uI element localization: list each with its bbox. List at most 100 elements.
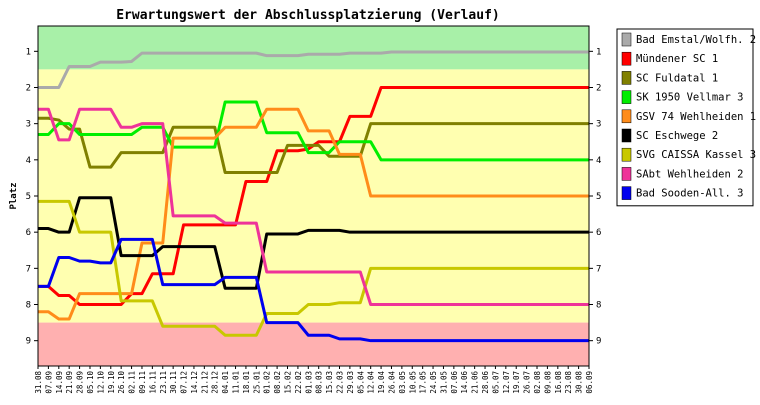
x-tick-label: 18.01 bbox=[242, 371, 251, 394]
y-tick-label-left: 8 bbox=[26, 301, 31, 311]
y-tick-label-right: 9 bbox=[596, 337, 601, 347]
x-tick-label: 02.08 bbox=[533, 371, 542, 394]
series-line-6 bbox=[38, 196, 589, 290]
legend-swatch-4 bbox=[621, 90, 632, 104]
legend-swatch-1 bbox=[621, 32, 632, 47]
y-tick-label-right: 5 bbox=[596, 192, 601, 202]
x-tick-label: 08.02 bbox=[273, 371, 282, 394]
x-tick-label: 29.03 bbox=[346, 371, 355, 394]
y-tick-label-right: 8 bbox=[596, 301, 601, 311]
x-tick-label: 14.12 bbox=[190, 371, 199, 394]
y-tick-label-right: 6 bbox=[596, 228, 601, 238]
y-tick-label-left: 2 bbox=[26, 83, 31, 93]
y-tick-label-left: 3 bbox=[26, 120, 31, 130]
x-tick-label: 01.02 bbox=[263, 371, 272, 394]
x-tick-label: 06.09 bbox=[585, 371, 594, 394]
series-line-8 bbox=[38, 107, 589, 307]
legend-swatch-5 bbox=[621, 109, 632, 124]
legend-label-1: Bad Emstal/Wolfh. 2 bbox=[636, 34, 756, 46]
x-tick-label: 11.01 bbox=[232, 371, 241, 394]
x-tick-label: 10.05 bbox=[408, 371, 417, 394]
x-tick-label: 19.10 bbox=[107, 371, 116, 394]
x-tick-label: 19.07 bbox=[512, 371, 521, 394]
x-tick-label: 19.04 bbox=[377, 371, 386, 394]
y-tick-label-right: 4 bbox=[596, 156, 601, 166]
y-tick-label-left: 9 bbox=[26, 337, 31, 347]
legend-swatch-6 bbox=[621, 128, 632, 143]
x-tick-label: 14.06 bbox=[460, 371, 469, 394]
series-line-1 bbox=[38, 50, 589, 89]
y-axis-label: Platz bbox=[9, 182, 19, 209]
x-tick-label: 12.10 bbox=[96, 371, 105, 394]
legend-label-6: SC Eschwege 2 bbox=[636, 130, 718, 142]
axes: 1 12 23 34 45 56 67 78 89 931.08 07.09 14.09 21.09 28… bbox=[26, 25, 601, 394]
x-tick-label: 12.07 bbox=[502, 371, 511, 394]
legend-label-8: SAbt Wehlheiden 2 bbox=[636, 168, 743, 180]
series-line-5 bbox=[38, 107, 589, 321]
x-tick-label: 28.12 bbox=[211, 371, 220, 394]
x-tick-label: 21.12 bbox=[200, 371, 209, 394]
x-tick-label: 22.02 bbox=[294, 371, 303, 394]
x-tick-label: 28.06 bbox=[481, 371, 490, 394]
x-tick-label: 24.05 bbox=[429, 371, 438, 394]
y-tick-label-left: 5 bbox=[26, 192, 31, 202]
legend: Bad Emstal/Wolfh. 2 Mündener SC 1 SC Fulda… bbox=[616, 28, 756, 207]
x-tick-label: 16.08 bbox=[554, 371, 563, 394]
x-tick-label: 03.05 bbox=[398, 371, 407, 394]
y-tick-label-right: 1 bbox=[596, 47, 601, 57]
x-tick-label: 22.03 bbox=[335, 371, 344, 394]
x-tick-label: 26.10 bbox=[117, 371, 126, 394]
series-line-9 bbox=[38, 237, 589, 343]
legend-swatch-9 bbox=[621, 186, 632, 200]
x-tick-label: 26.07 bbox=[523, 371, 532, 394]
x-tick-label: 21.06 bbox=[471, 371, 480, 394]
x-tick-label: 17.05 bbox=[419, 371, 428, 394]
x-tick-label: 15.02 bbox=[284, 371, 293, 394]
legend-label-2: Mündener SC 1 bbox=[636, 53, 718, 65]
y-tick-label-left: 1 bbox=[26, 47, 31, 57]
legend-swatch-3 bbox=[621, 71, 632, 85]
x-tick-label: 26.04 bbox=[387, 371, 396, 394]
x-tick-label: 05.04 bbox=[356, 371, 365, 394]
x-tick-label: 30.08 bbox=[575, 371, 584, 394]
x-tick-label: 31.08 bbox=[34, 371, 43, 394]
x-tick-label: 05.10 bbox=[86, 371, 95, 394]
y-tick-label-right: 2 bbox=[596, 83, 601, 93]
chart-title: Erwartungswert der Abschlussplatzierung … bbox=[116, 8, 500, 23]
series-line-3 bbox=[38, 116, 589, 174]
x-tick-label: 07.09 bbox=[44, 371, 53, 394]
x-tick-label: 09.08 bbox=[543, 371, 552, 394]
x-tick-label: 23.08 bbox=[564, 371, 573, 394]
x-tick-label: 16.11 bbox=[148, 371, 157, 394]
x-tick-label: 04.01 bbox=[221, 371, 230, 394]
legend-label-5: GSV 74 Wehlheiden 1 bbox=[636, 111, 756, 123]
x-tick-label: 28.09 bbox=[76, 371, 85, 394]
x-tick-label: 05.07 bbox=[491, 371, 500, 394]
legend-box bbox=[616, 28, 754, 207]
x-tick-label: 07.06 bbox=[450, 371, 459, 394]
legend-label-9: Bad Sooden-All. 3 bbox=[636, 188, 743, 200]
background-band-3 bbox=[38, 322, 589, 366]
series-line-7 bbox=[38, 199, 589, 337]
x-tick-label: 31.05 bbox=[439, 371, 448, 394]
legend-swatch-8 bbox=[621, 167, 632, 181]
x-tick-label: 30.11 bbox=[169, 371, 178, 394]
x-tick-label: 15.03 bbox=[325, 371, 334, 394]
y-tick-label-left: 6 bbox=[26, 228, 31, 238]
legend-swatch-2 bbox=[621, 51, 632, 66]
x-tick-label: 01.03 bbox=[304, 371, 313, 394]
x-tick-label: 23.11 bbox=[159, 371, 168, 394]
x-tick-label: 07.12 bbox=[180, 371, 189, 394]
x-tick-label: 08.03 bbox=[315, 371, 324, 394]
legend-swatch-7 bbox=[621, 147, 632, 162]
y-tick-label-right: 7 bbox=[596, 264, 601, 274]
x-tick-label: 25.01 bbox=[252, 371, 261, 394]
legend-label-3: SC Fuldatal 1 bbox=[636, 72, 718, 84]
y-tick-label-right: 3 bbox=[596, 120, 601, 130]
legend-label-4: SK 1950 Vellmar 3 bbox=[636, 92, 743, 104]
series-line-4 bbox=[38, 100, 589, 162]
y-tick-label-left: 7 bbox=[26, 264, 31, 274]
y-tick-label-left: 4 bbox=[26, 156, 31, 166]
